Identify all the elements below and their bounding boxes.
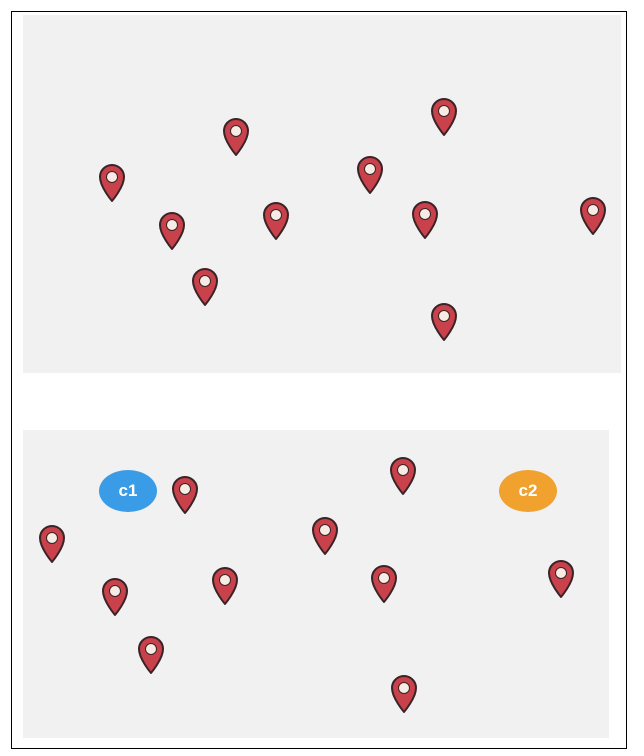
map-marker-icon[interactable] <box>578 196 608 236</box>
cluster-marker-c1[interactable]: c1 <box>99 470 157 512</box>
map-comparison-frame: c1 c2 <box>11 11 627 749</box>
cluster-marker-c2[interactable]: c2 <box>499 470 557 512</box>
map-marker-icon[interactable] <box>429 97 459 137</box>
map-marker-icon[interactable] <box>261 201 291 241</box>
map-marker-icon[interactable] <box>136 635 166 675</box>
map-marker-icon[interactable] <box>157 211 187 251</box>
map-marker-icon[interactable] <box>388 456 418 496</box>
map-marker-icon[interactable] <box>429 302 459 342</box>
map-marker-icon[interactable] <box>389 674 419 714</box>
map-marker-icon[interactable] <box>100 577 130 617</box>
map-marker-icon[interactable] <box>37 524 67 564</box>
map-marker-icon[interactable] <box>221 117 251 157</box>
map-marker-icon[interactable] <box>170 475 200 515</box>
map-marker-icon[interactable] <box>355 155 385 195</box>
map-panel-bottom[interactable]: c1 c2 <box>23 430 609 738</box>
cluster-label: c1 <box>118 481 138 500</box>
map-marker-icon[interactable] <box>210 566 240 606</box>
map-marker-icon[interactable] <box>369 564 399 604</box>
map-marker-icon[interactable] <box>190 267 220 307</box>
map-marker-icon[interactable] <box>546 559 576 599</box>
map-marker-icon[interactable] <box>410 200 440 240</box>
map-marker-icon[interactable] <box>97 163 127 203</box>
map-marker-icon[interactable] <box>310 516 340 556</box>
map-panel-top[interactable] <box>23 15 621 373</box>
cluster-label: c2 <box>518 481 538 500</box>
